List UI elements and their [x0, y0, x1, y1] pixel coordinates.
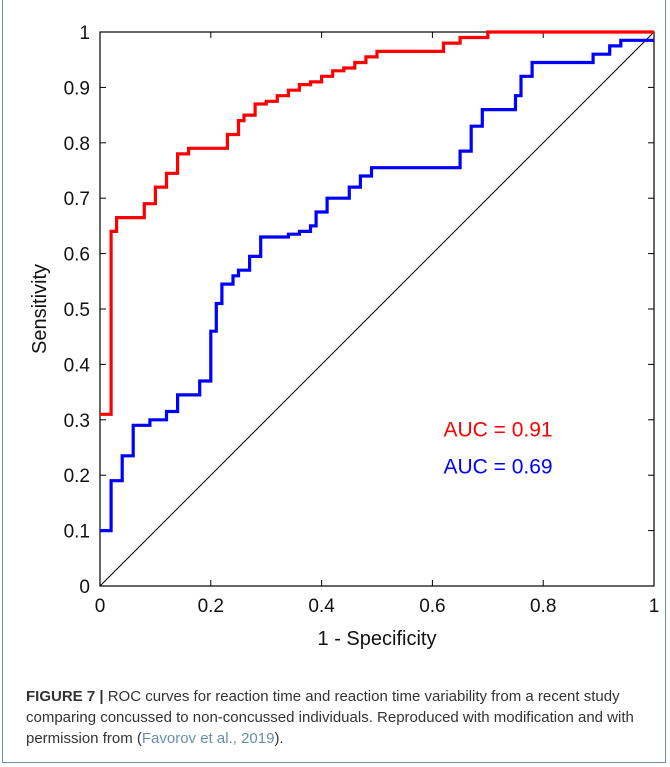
figure-caption: FIGURE 7 | ROC curves for reaction time …: [26, 686, 656, 749]
x-tick-label: 0.2: [198, 596, 224, 617]
y-tick-label: 0.7: [64, 189, 90, 210]
y-tick-label: 0.2: [64, 466, 90, 487]
y-tick-label: 0: [79, 577, 90, 598]
caption-citation-link[interactable]: Favorov et al., 2019: [141, 730, 275, 747]
y-tick-label: 0.3: [64, 411, 90, 432]
x-tick-label: 1: [649, 596, 660, 617]
x-axis-label: 1 - Specificity: [318, 628, 437, 650]
figure-label: FIGURE 7 |: [26, 688, 104, 705]
y-tick-label: 0.4: [64, 355, 91, 376]
y-tick-label: 0.6: [64, 245, 90, 266]
auc-annotation-2: AUC = 0.69: [443, 455, 552, 478]
x-tick-label: 0: [95, 596, 106, 617]
caption-end: ).: [274, 730, 284, 747]
x-tick-label: 0.6: [419, 596, 445, 617]
roc-curve-2: [100, 38, 654, 533]
x-tick-label: 0.8: [530, 596, 556, 617]
auc-annotation-1: AUC = 0.91: [443, 418, 552, 441]
y-axis-label: Sensitivity: [29, 264, 51, 354]
roc-curve-1: [100, 30, 654, 416]
diagonal-reference-line: [99, 31, 655, 587]
y-tick-label: 0.9: [64, 78, 90, 99]
roc-chart: 0 0.1 0.2 0.3 0.4 0.5 0.6 0.7 0.8 0.9 1 0 0.2 0.4 0.6 0…: [29, 23, 660, 650]
y-tick-label: 1: [79, 23, 90, 44]
caption-text: ROC curves for reaction time and reactio…: [26, 688, 634, 747]
y-tick-label: 0.8: [64, 134, 90, 155]
x-tick-label: 0.4: [308, 596, 335, 617]
y-tick-label: 0.5: [64, 300, 90, 321]
y-tick-label: 0.1: [64, 522, 90, 543]
